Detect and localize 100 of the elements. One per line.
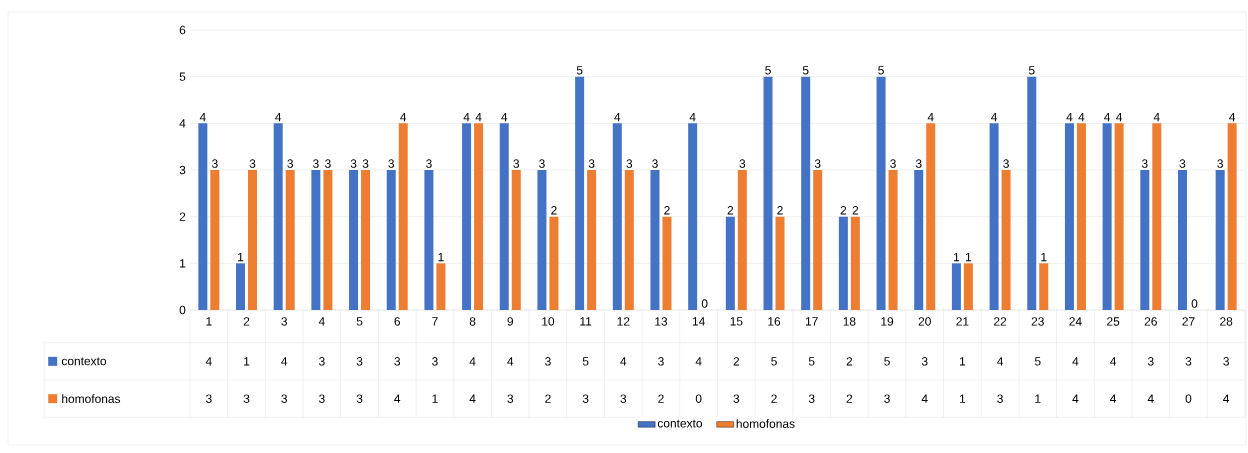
text: 1: [953, 252, 960, 262]
bar: [1152, 123, 1162, 310]
data-label: 5: [1034, 357, 1041, 366]
x-tick-label: 15: [730, 317, 743, 326]
bar: [813, 170, 823, 310]
data-label: 3: [281, 394, 287, 403]
bar: [273, 123, 283, 310]
data-label: 4: [469, 357, 476, 366]
x-tick-label: 25: [1107, 317, 1120, 326]
data-label: 3: [205, 394, 212, 403]
data-label: 3: [658, 357, 664, 366]
data-label: 3: [319, 394, 325, 403]
text: 4: [475, 112, 482, 122]
x-tick-label: 1: [206, 317, 212, 326]
data-label: 5: [808, 357, 815, 366]
data-label: 3: [997, 394, 1003, 403]
bar: [511, 170, 521, 310]
data-label: 3: [243, 394, 250, 403]
x-tick-label: 23: [1031, 317, 1044, 326]
text: 3: [513, 159, 520, 168]
text: 4: [689, 112, 696, 122]
bar: [763, 76, 773, 310]
y-tick-label: 0: [179, 305, 186, 315]
text: 3: [814, 159, 821, 168]
x-tick-label: 8: [469, 317, 476, 326]
x-tick-label: 27: [1182, 317, 1195, 326]
legend-label: contexto: [61, 357, 107, 366]
text: 4: [614, 112, 621, 122]
bar: [587, 170, 597, 310]
bar: [801, 76, 811, 310]
bar: [612, 123, 622, 310]
text: 2: [840, 206, 847, 215]
data-label: 4: [1072, 394, 1079, 403]
x-tick-label: 14: [692, 317, 705, 326]
bar: [1001, 170, 1011, 310]
data-label: 3: [808, 394, 815, 403]
text: 3: [249, 159, 256, 168]
x-tick-label: 2: [243, 317, 250, 326]
bar: [424, 170, 434, 310]
bar: [926, 123, 936, 310]
bar: [876, 76, 886, 310]
text: 3: [539, 159, 545, 168]
text: 4: [991, 112, 998, 122]
data-label: 3: [1185, 357, 1192, 366]
data-label: 5: [884, 357, 890, 366]
data-label: 4: [620, 357, 627, 366]
bar: [1140, 170, 1150, 310]
text: 4: [199, 112, 206, 122]
data-label: 5: [582, 357, 589, 366]
text: contexto: [657, 419, 703, 428]
text: 3: [1141, 159, 1148, 168]
data-label: 5: [771, 357, 777, 366]
bar: [537, 170, 547, 310]
data-label: 4: [997, 357, 1004, 366]
bar: [349, 170, 359, 310]
data-label: 1: [1035, 394, 1041, 403]
bar: [361, 170, 371, 310]
text: 4: [927, 112, 934, 122]
y-tick-label: 3: [179, 165, 186, 175]
text: 5: [878, 66, 884, 75]
text: 0: [701, 299, 708, 308]
data-label: 4: [469, 394, 476, 403]
text: 3: [1217, 159, 1223, 168]
bar: [662, 216, 672, 310]
text: 3: [1003, 159, 1009, 168]
text: 1: [965, 252, 972, 262]
data-label: 4: [1147, 394, 1154, 403]
text: 4: [1116, 112, 1123, 122]
x-tick-label: 17: [805, 317, 818, 326]
text: 3: [739, 159, 746, 168]
data-label: 4: [394, 394, 401, 403]
text: 5: [765, 66, 771, 75]
text: 5: [576, 66, 583, 75]
data-label: 3: [582, 394, 589, 403]
x-tick-label: 7: [432, 317, 438, 326]
bar: [737, 170, 747, 310]
text: 2: [777, 206, 783, 215]
text: 3: [426, 159, 432, 168]
data-label: 4: [205, 357, 212, 366]
data-label: 3: [545, 357, 551, 366]
text: 4: [1229, 112, 1236, 122]
x-tick-label: 24: [1069, 317, 1082, 326]
x-tick-label: 18: [843, 317, 856, 326]
data-label: 2: [545, 394, 551, 403]
data-label: 4: [1072, 357, 1079, 366]
text: 1: [438, 252, 444, 262]
data-label: 3: [620, 394, 627, 403]
text: 4: [1078, 112, 1085, 122]
bar: [499, 123, 509, 310]
data-label: 0: [695, 394, 702, 403]
bar: [951, 263, 961, 310]
data-label: 2: [658, 394, 664, 403]
data-label: 1: [244, 357, 250, 366]
bar: [1027, 76, 1037, 310]
data-label: 3: [1147, 357, 1154, 366]
data-label: 2: [846, 394, 853, 403]
legend-label: homofonas: [736, 419, 795, 428]
text: 3: [626, 159, 633, 168]
data-label: 4: [1110, 357, 1117, 366]
text: 4: [501, 112, 508, 122]
